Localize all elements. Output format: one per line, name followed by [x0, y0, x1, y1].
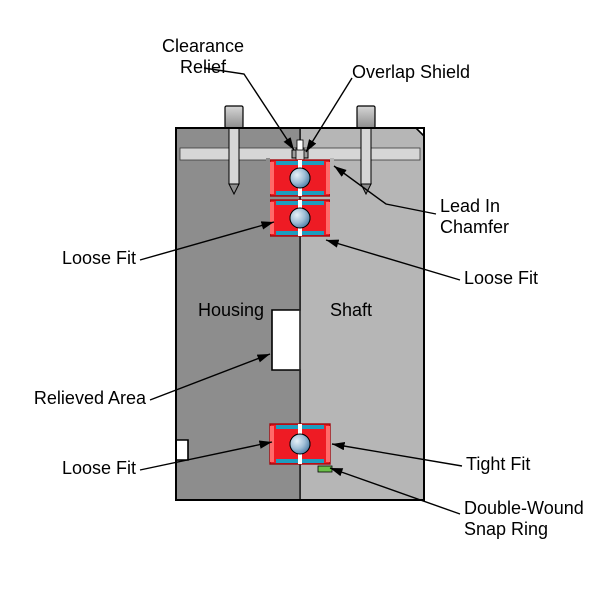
label-lead-in-chamfer: Lead InChamfer: [440, 196, 509, 237]
shaft-label: Shaft: [330, 300, 372, 321]
label-loose-fit-upper-right: Loose Fit: [464, 268, 538, 289]
label-overlap-shield: Overlap Shield: [352, 62, 470, 83]
label-loose-fit-upper-left: Loose Fit: [62, 248, 136, 269]
label-clearance-relief: ClearanceRelief: [128, 36, 278, 77]
housing-label: Housing: [198, 300, 264, 321]
label-loose-fit-lower-left: Loose Fit: [62, 458, 136, 479]
label-relieved-area: Relieved Area: [34, 388, 146, 409]
label-tight-fit: Tight Fit: [466, 454, 530, 475]
label-double-wound-snap-ring: Double-WoundSnap Ring: [464, 498, 584, 539]
